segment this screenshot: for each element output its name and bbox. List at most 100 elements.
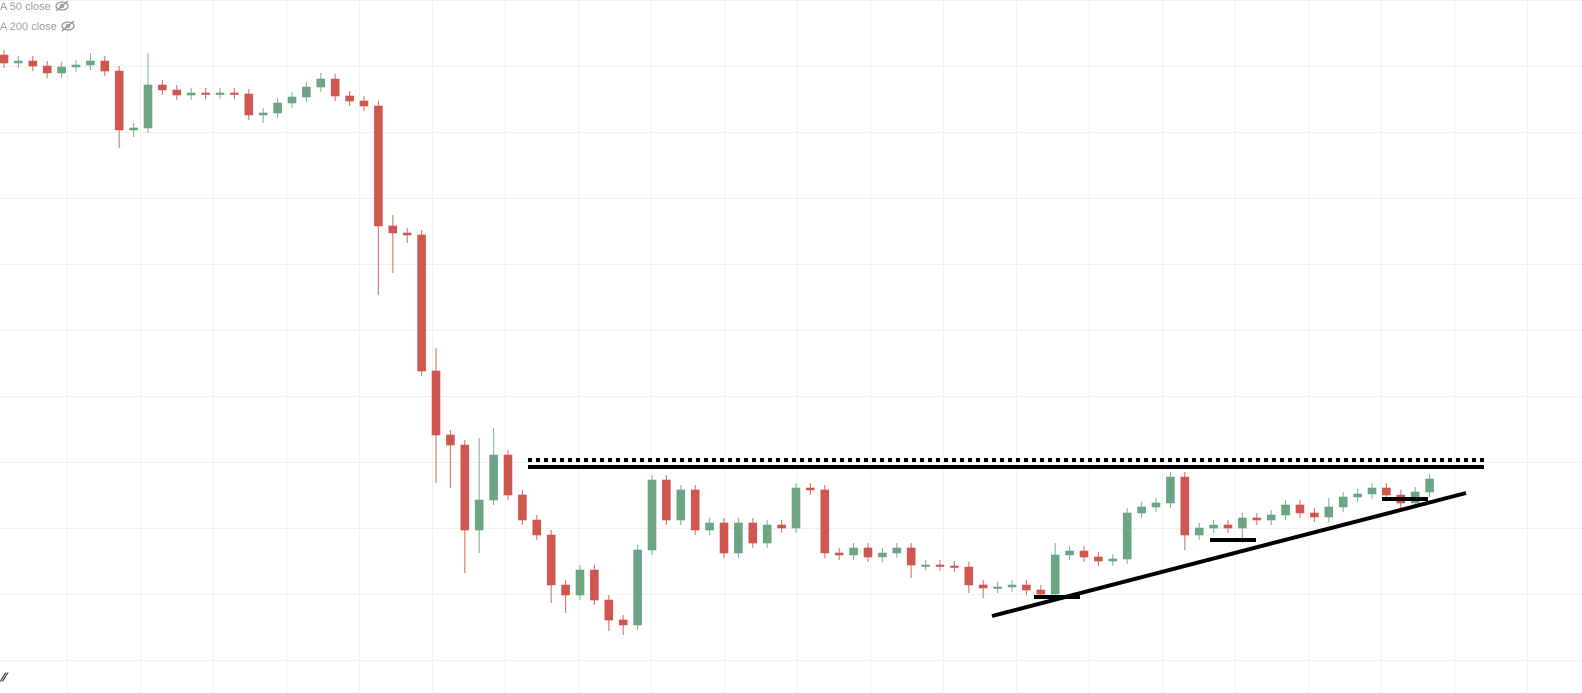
candle-body [834, 552, 844, 556]
candle-body [1079, 550, 1089, 558]
candle-body [662, 479, 671, 521]
candle-body [734, 522, 743, 554]
candle-body [1238, 517, 1247, 529]
candle-body [676, 489, 686, 521]
candle-body [748, 522, 758, 544]
candle-body [273, 102, 282, 114]
candle-body [388, 225, 398, 234]
candle-body [359, 100, 369, 107]
candle-body [993, 586, 1002, 589]
indicator-label: A 50 close [0, 1, 51, 13]
candle-body [1065, 550, 1074, 556]
candle-body [1050, 554, 1060, 595]
logo: ⁄⁄ [0, 669, 9, 684]
candle-body [374, 105, 383, 227]
candle-body [777, 524, 786, 529]
candle-body [0, 54, 9, 64]
candle-body [100, 60, 110, 72]
candle-body [460, 444, 470, 531]
candle-body [1166, 476, 1175, 504]
candle-body [1295, 504, 1305, 514]
candle-body [287, 96, 297, 104]
candle-body [143, 84, 153, 129]
candle-body [129, 127, 138, 131]
candle-body [474, 499, 484, 531]
candle-body [417, 234, 426, 372]
candle-body [950, 565, 959, 568]
candle-body [1425, 478, 1434, 493]
candle-body [1310, 512, 1319, 518]
candle-body [1324, 506, 1334, 518]
candle-body [1194, 527, 1204, 536]
candle-body [633, 549, 642, 626]
candle-body [1180, 476, 1190, 536]
candle-body [1036, 589, 1046, 595]
candle-body [1382, 487, 1391, 496]
candle-body [705, 522, 714, 531]
candle-body [546, 534, 556, 586]
candle-body [647, 479, 657, 551]
candle-body [1367, 487, 1377, 495]
candle-body [402, 232, 412, 236]
candle-body [1122, 512, 1132, 560]
candle-body [1094, 556, 1103, 562]
candle-body [316, 78, 326, 88]
eye-icon[interactable] [55, 0, 69, 12]
candle-body [244, 93, 254, 116]
indicator-label: A 200 close [0, 21, 57, 33]
candle-body [258, 112, 268, 116]
candle-body [791, 487, 801, 529]
candle-body [14, 60, 23, 64]
candle-body [431, 370, 441, 436]
candle-body [849, 547, 858, 556]
candle-body [230, 92, 239, 95]
candle-body [42, 65, 52, 74]
candle-body [172, 89, 182, 96]
candle-body [921, 564, 930, 567]
candle-body [690, 489, 700, 531]
candle-body [503, 454, 513, 496]
candle-body [618, 619, 628, 626]
candle-body [906, 547, 916, 566]
candle-body [114, 70, 124, 131]
candle-body [201, 92, 210, 95]
candle-body [186, 92, 196, 96]
candle-body [892, 547, 902, 554]
candle-body [1252, 517, 1262, 521]
candle-body [302, 86, 311, 98]
candle-body [1151, 502, 1161, 508]
candle-body [1209, 524, 1218, 529]
candle-body [330, 78, 340, 97]
candle-body [964, 566, 974, 586]
candle-body [1338, 496, 1348, 508]
candle-body [1223, 524, 1233, 529]
candle-body [590, 569, 599, 601]
candle-body [1281, 504, 1290, 516]
candle-body [820, 489, 830, 554]
candle-body [86, 60, 95, 66]
candle-body [561, 584, 570, 596]
annotations [528, 458, 1484, 618]
candle-body [446, 434, 455, 446]
candle-body [575, 569, 585, 596]
candle-body [978, 584, 988, 589]
candle-body [71, 64, 81, 68]
candle-body [518, 494, 527, 521]
candle-body [28, 60, 38, 67]
candle-body [1137, 506, 1146, 514]
candle-body [806, 487, 815, 491]
candle-body [1266, 514, 1276, 521]
candle-body [935, 564, 945, 567]
candle-body [1353, 493, 1362, 498]
candle-body [532, 519, 542, 536]
candle-body [719, 522, 729, 554]
candle-body [878, 552, 887, 558]
candle-body [1007, 584, 1017, 588]
candles [0, 50, 1434, 635]
eye-icon[interactable] [61, 20, 75, 32]
candle-body [1022, 584, 1031, 591]
candle-body [158, 84, 167, 91]
candle-body [489, 454, 498, 501]
